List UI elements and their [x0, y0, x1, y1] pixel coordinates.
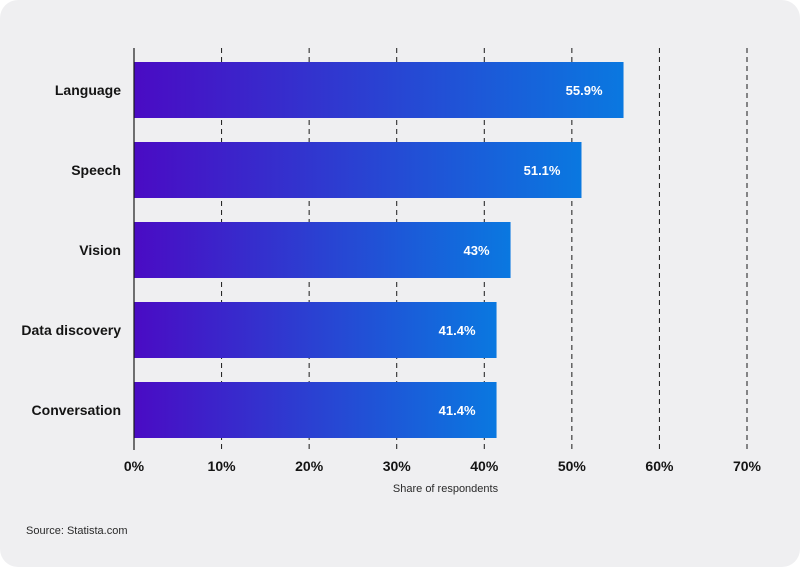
- x-axis-title: Share of respondents: [393, 483, 499, 495]
- x-tick-label: 40%: [470, 458, 499, 474]
- source-note: Source: Statista.com: [26, 525, 128, 537]
- x-tick-label: 0%: [124, 458, 145, 474]
- bar: [134, 142, 582, 198]
- bar-value-label: 51.1%: [524, 163, 561, 178]
- tick-labels: 0% 10% 20% 30% 40% 50% 60% 70%: [124, 458, 762, 474]
- x-tick-label: 60%: [645, 458, 674, 474]
- bar: [134, 62, 624, 118]
- category-label: Vision: [79, 242, 121, 258]
- category-label: Data discovery: [21, 322, 121, 338]
- bar-value-label: 41.4%: [439, 323, 476, 338]
- x-tick-label: 50%: [558, 458, 587, 474]
- bar-value-label: 55.9%: [566, 83, 603, 98]
- category-labels: Language Speech Vision Data discovery Conver…: [21, 82, 121, 418]
- bar-value-label: 43%: [464, 243, 490, 258]
- x-tick-label: 30%: [383, 458, 412, 474]
- category-label: Language: [55, 82, 121, 98]
- category-label: Speech: [71, 162, 121, 178]
- bar-value-label: 41.4%: [439, 403, 476, 418]
- bars: 55.9% 51.1% 43% 41.4% 41.4%: [134, 62, 624, 438]
- bar: [134, 382, 497, 438]
- bar: [134, 302, 497, 358]
- x-tick-label: 10%: [208, 458, 237, 474]
- x-tick-label: 70%: [733, 458, 762, 474]
- category-label: Conversation: [32, 402, 121, 418]
- x-tick-label: 20%: [295, 458, 324, 474]
- bar: [134, 222, 511, 278]
